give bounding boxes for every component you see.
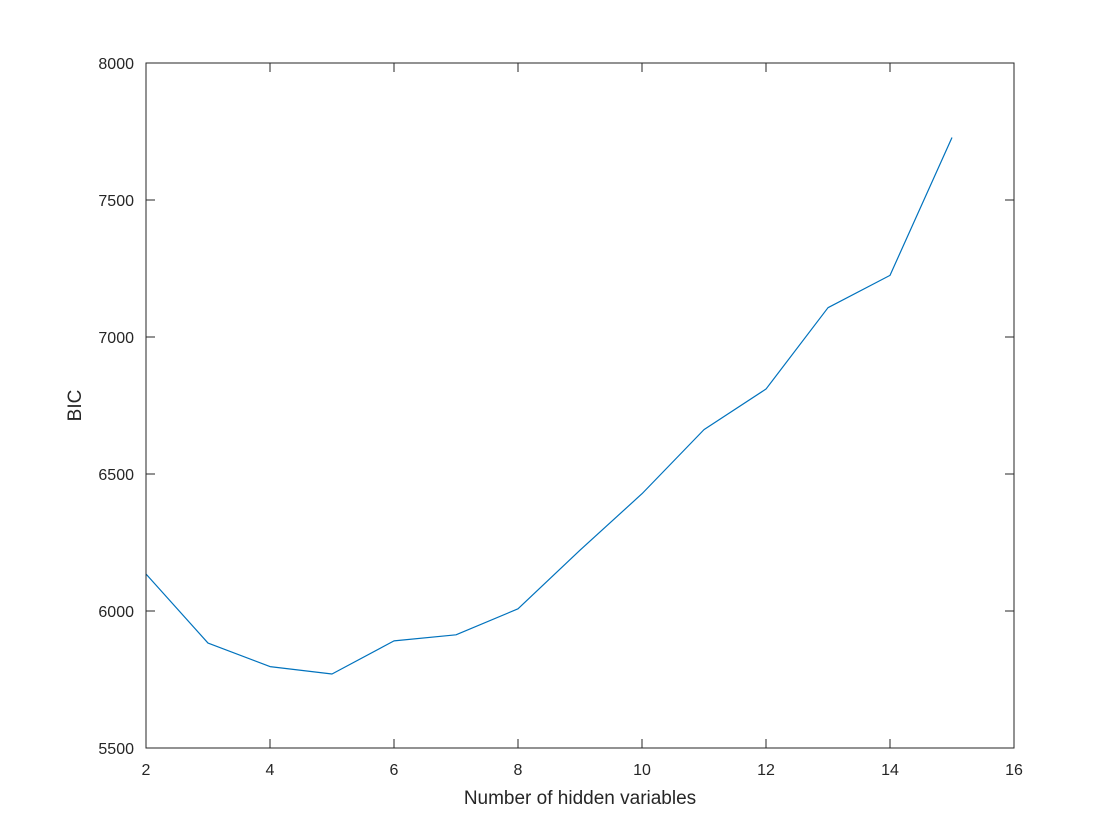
x-tick-label: 12 (757, 762, 775, 779)
y-axis-label: BIC (65, 390, 86, 422)
x-tick-label: 16 (1005, 762, 1023, 779)
x-axis-label: Number of hidden variables (464, 788, 696, 809)
series-line (145, 137, 953, 675)
y-tick-label: 7500 (98, 193, 134, 210)
y-tick-label: 6500 (98, 467, 134, 484)
ticks-layer: 2 4 6 8 10 12 14 16 5500 6000 6500 7000 7500 8000 (98, 56, 1023, 779)
x-tick-label: 4 (266, 762, 275, 779)
y-tick-label: 5500 (98, 741, 134, 758)
y-tick-label: 6000 (98, 604, 134, 621)
y-tick-label: 7000 (98, 330, 134, 347)
x-tick-label: 14 (881, 762, 899, 779)
y-tick-label: 8000 (98, 56, 134, 73)
x-tick-label: 10 (633, 762, 651, 779)
plot-area (146, 63, 1014, 748)
series-layer (145, 137, 953, 675)
axes-box (145, 62, 1015, 749)
x-tick-label: 2 (142, 762, 151, 779)
x-tick-label: 8 (514, 762, 523, 779)
x-tick-label: 6 (390, 762, 399, 779)
